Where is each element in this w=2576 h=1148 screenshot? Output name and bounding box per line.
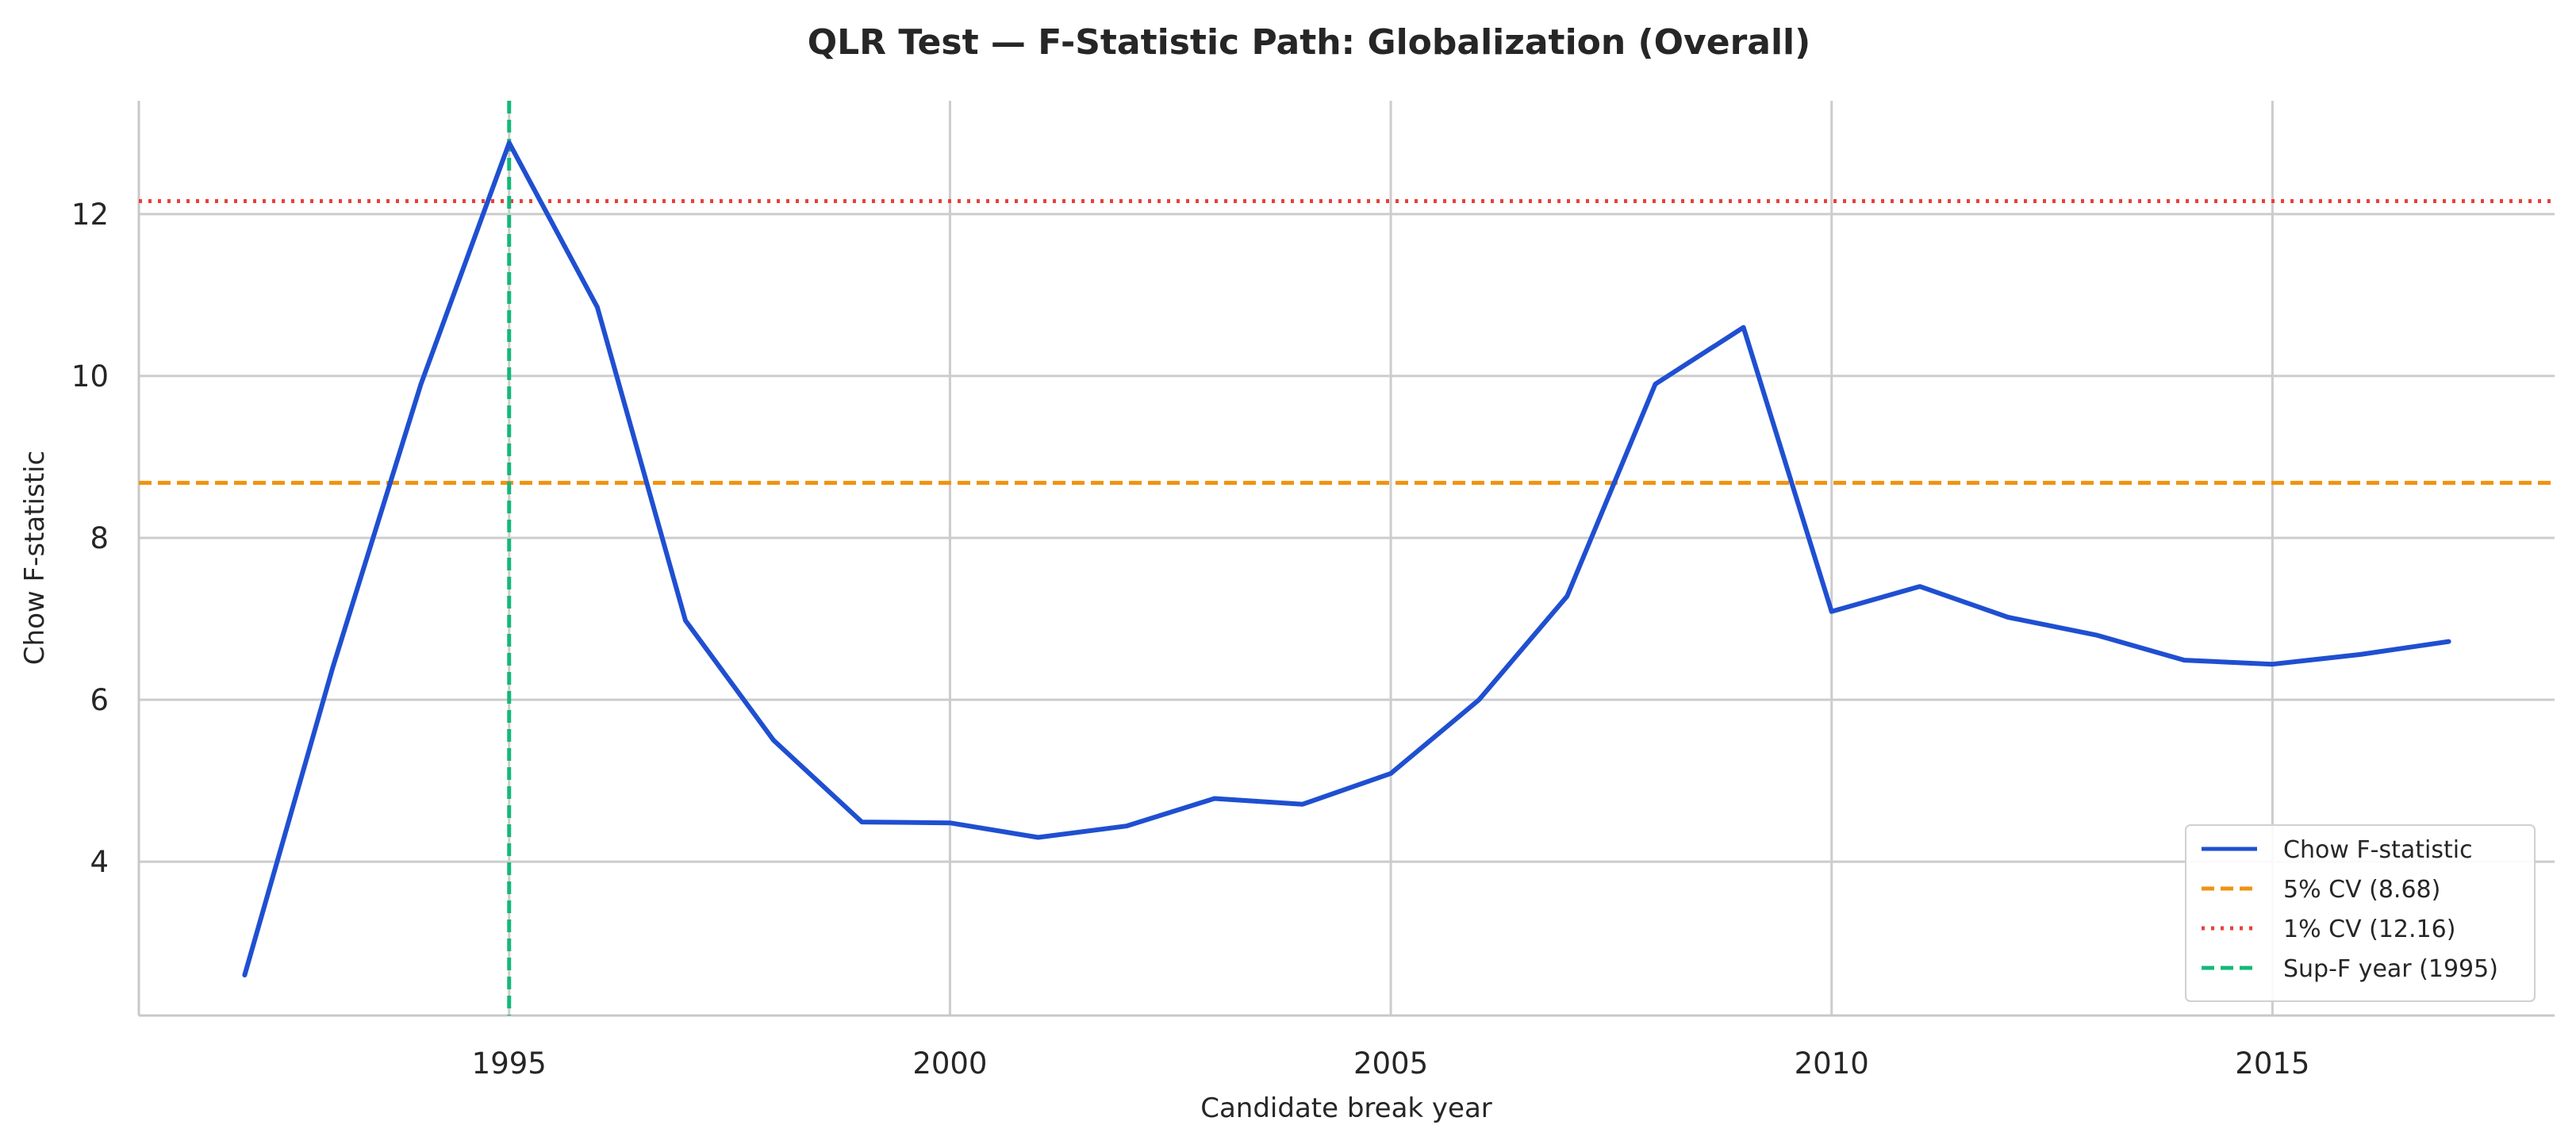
y-tick-labels: 4 6 8 10 12 <box>71 198 109 879</box>
data-point <box>1919 586 1921 587</box>
x-tick-labels: 1995 2000 2005 2010 2015 <box>472 1046 2310 1081</box>
data-point <box>597 306 598 308</box>
data-point <box>1478 699 1480 701</box>
data-point <box>1302 804 1303 805</box>
data-point <box>420 383 422 385</box>
data-point <box>1566 595 1568 597</box>
axes <box>137 101 2555 1017</box>
legend: Chow F-statistic 5% CV (8.68) 1% CV (12.16… <box>2185 824 2536 1002</box>
data-point <box>2183 659 2185 661</box>
y-tick-label: 12 <box>71 198 109 232</box>
data-point <box>2360 654 2362 655</box>
data-point <box>773 739 774 741</box>
legend-label-0: Chow F-statistic <box>2283 836 2473 864</box>
data-point <box>861 821 862 823</box>
data-point <box>685 620 686 621</box>
data-point <box>509 142 510 144</box>
data-point <box>949 822 950 824</box>
y-tick-label: 4 <box>90 845 109 879</box>
legend-label-2: 1% CV (12.16) <box>2283 916 2455 943</box>
x-axis-label: Candidate break year <box>1200 1092 1492 1124</box>
series-line-0 <box>242 140 2451 977</box>
x-tick-label: 2005 <box>1353 1046 1428 1081</box>
data-point <box>2007 616 2009 618</box>
data-point <box>1831 611 1833 612</box>
x-tick-label: 2015 <box>2235 1046 2309 1081</box>
data-point <box>1214 798 1215 800</box>
data-point <box>1390 773 1392 774</box>
legend-label-1: 5% CV (8.68) <box>2283 876 2440 904</box>
x-tick-label: 2010 <box>1795 1046 1869 1081</box>
series-lines <box>242 140 2451 977</box>
data-point <box>2095 634 2097 635</box>
data-point <box>2448 641 2450 643</box>
y-tick-label: 6 <box>90 683 109 717</box>
grid-lines <box>139 101 2555 1016</box>
y-tick-label: 8 <box>90 521 109 555</box>
legend-label-3: Sup-F year (1995) <box>2283 955 2498 983</box>
data-point <box>1743 327 1745 328</box>
y-axis-label: Chow F-statistic <box>19 451 51 665</box>
data-point <box>244 974 245 976</box>
data-point <box>1038 837 1039 839</box>
data-point <box>1126 825 1127 827</box>
x-tick-label: 1995 <box>472 1046 547 1081</box>
data-point <box>2271 663 2273 665</box>
chart-title: QLR Test — F-Statistic Path: Globalizati… <box>808 22 1811 63</box>
y-tick-label: 10 <box>71 359 109 394</box>
legend-box <box>2185 824 2536 1002</box>
x-tick-label: 2000 <box>912 1046 987 1081</box>
data-point <box>1654 383 1656 385</box>
data-point <box>332 666 333 668</box>
